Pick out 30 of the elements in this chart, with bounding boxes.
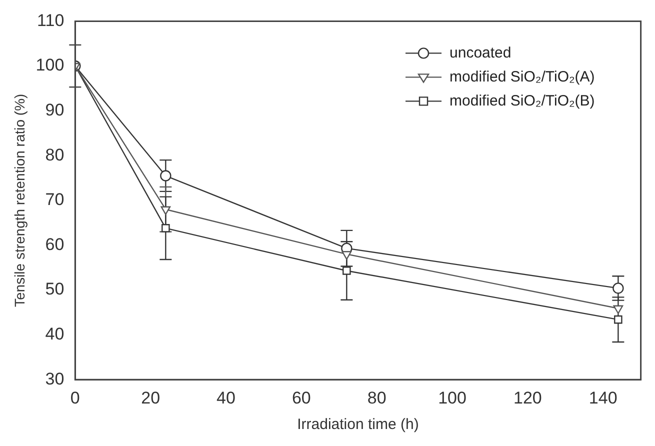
y-tick-label: 50 (45, 280, 64, 299)
x-tick-label: 40 (216, 388, 236, 408)
legend-label: uncoated (450, 44, 512, 62)
point (614, 315, 622, 324)
y-tick-label: 60 (45, 234, 64, 254)
point (612, 282, 624, 294)
x-tick-label: 140 (588, 388, 618, 408)
point (342, 251, 352, 260)
legend-label: modified SiO₂/TiO₂(B) (450, 92, 595, 110)
x-tick-label: 20 (141, 388, 160, 408)
x-tick-label: 120 (513, 388, 542, 408)
y-tick-label: 110 (37, 10, 64, 30)
point (160, 170, 172, 182)
y-tick-label: 80 (45, 145, 64, 164)
point (160, 206, 171, 215)
x-axis-title: Irradiation time (h) (297, 416, 419, 434)
point (342, 266, 351, 275)
x-tick-label: 0 (70, 388, 80, 408)
point (613, 305, 624, 314)
y-tick-label: 100 (36, 56, 64, 75)
x-tick-label: 60 (292, 388, 311, 408)
x-tick-label: 100 (438, 388, 466, 408)
y-tick-label: 40 (45, 324, 64, 344)
y-tick-label: 70 (45, 190, 64, 210)
y-axis-title: Tensile strength retention ratio (%) (11, 94, 28, 308)
x-tick-label: 80 (367, 388, 386, 408)
y-tick-label: 90 (45, 100, 64, 120)
y-tick-label: 30 (45, 369, 64, 388)
legend-label: modified SiO₂/TiO₂(A) (450, 68, 595, 86)
point (162, 224, 170, 232)
